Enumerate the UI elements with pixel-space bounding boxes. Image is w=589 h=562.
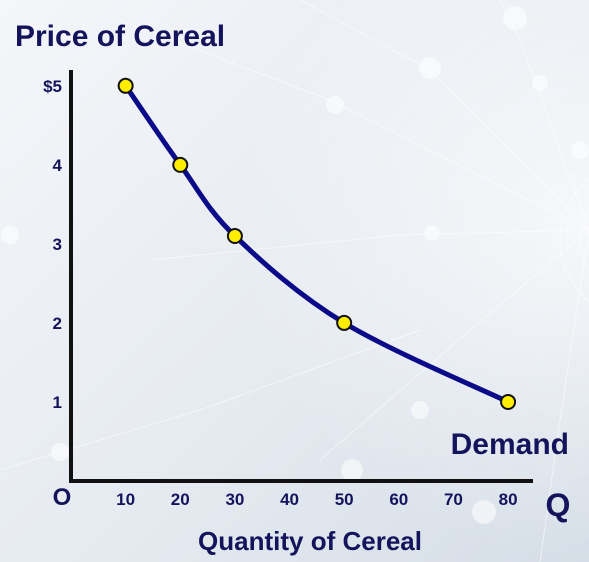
y-tick-label: 1 bbox=[53, 393, 62, 412]
x-tick-label: 10 bbox=[116, 490, 135, 509]
x-axis-letter: Q bbox=[546, 487, 571, 523]
data-point bbox=[500, 393, 517, 410]
x-tick-label: 50 bbox=[335, 490, 354, 509]
origin-label: O bbox=[53, 484, 72, 511]
y-tick-label: $5 bbox=[43, 77, 62, 96]
y-axis-title: Price of Cereal bbox=[15, 20, 225, 53]
y-tick-label: 4 bbox=[53, 156, 63, 175]
data-point bbox=[172, 156, 189, 173]
x-tick-label: 70 bbox=[444, 490, 463, 509]
demand-curve bbox=[123, 83, 511, 405]
x-tick-label: 80 bbox=[499, 490, 518, 509]
x-tick-label: 60 bbox=[389, 490, 408, 509]
x-tick-label: 20 bbox=[171, 490, 190, 509]
x-tick-label: 30 bbox=[225, 490, 244, 509]
data-point bbox=[117, 77, 134, 94]
demand-curve-label: Demand bbox=[451, 428, 569, 461]
data-point bbox=[226, 227, 243, 244]
x-axis-title: Quantity of Cereal bbox=[198, 526, 422, 556]
y-tick-label: 3 bbox=[53, 235, 62, 254]
x-tick-label: 40 bbox=[280, 490, 299, 509]
y-tick-label: 2 bbox=[53, 314, 62, 333]
data-point bbox=[336, 314, 353, 331]
